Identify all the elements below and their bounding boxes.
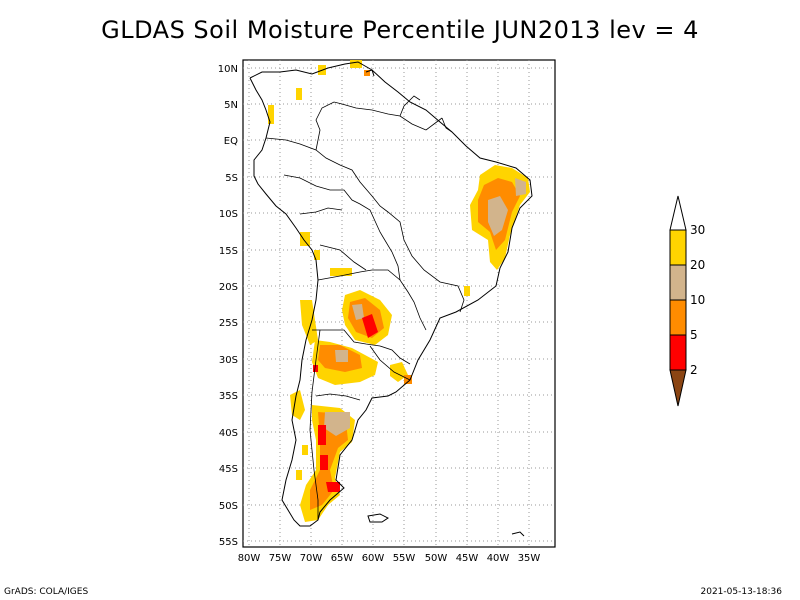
- colorbar-top-arrow: [669, 195, 687, 231]
- lat-tick: 55S: [219, 537, 238, 548]
- lat-tick: 20S: [219, 282, 238, 293]
- lon-tick: 55W: [393, 553, 416, 564]
- country-borders: [265, 95, 465, 520]
- lon-tick: 50W: [425, 553, 448, 564]
- colorbar-swatch: [669, 334, 687, 371]
- footer-timestamp: 2021-05-13-18:36: [700, 587, 783, 597]
- gridlines: [243, 60, 555, 547]
- map-title: GLDAS Soil Moisture Percentile JUN2013 l…: [101, 16, 699, 44]
- colorbar-swatch: [669, 264, 687, 301]
- coastline: [249, 61, 533, 527]
- colorbar-label: 10: [690, 293, 705, 307]
- colorbar-label: 2: [690, 363, 698, 377]
- lon-tick: 45W: [456, 553, 479, 564]
- footer-credit: GrADS: COLA/IGES: [4, 587, 89, 597]
- lat-tick: 30S: [219, 355, 238, 366]
- colorbar-swatch: [669, 299, 687, 336]
- lat-tick: 15S: [219, 246, 238, 257]
- lon-tick: 40W: [487, 553, 510, 564]
- lat-tick: 40S: [219, 428, 238, 439]
- colorbar-labels: 30 20 10 5 2: [690, 223, 705, 377]
- percentile-patches: [268, 60, 530, 522]
- lat-tick: 35S: [219, 391, 238, 402]
- islands: [365, 69, 525, 537]
- lat-tick: 10N: [218, 64, 238, 75]
- lat-tick-labels: 10N 5N EQ 5S 10S 15S 20S 25S 30S 35S 40S…: [218, 64, 238, 548]
- colorbar-label: 20: [690, 258, 705, 272]
- map-frame: [242, 59, 556, 548]
- lon-tick: 75W: [269, 553, 292, 564]
- lat-tick: 5N: [224, 100, 238, 111]
- lat-tick: 25S: [219, 318, 238, 329]
- lon-tick-labels: 80W 75W 70W 65W 60W 55W 50W 45W 40W 35W: [238, 553, 541, 564]
- lat-tick: 50S: [219, 501, 238, 512]
- colorbar-swatch: [669, 229, 687, 266]
- colorbar-label: 5: [690, 328, 698, 342]
- colorbar-label: 30: [690, 223, 705, 237]
- lat-tick: 5S: [225, 173, 238, 184]
- colorbar-bottom-arrow: [669, 369, 687, 407]
- colorbar: [669, 195, 687, 407]
- lat-tick: 10S: [219, 209, 238, 220]
- lon-tick: 65W: [331, 553, 354, 564]
- lon-tick: 60W: [362, 553, 385, 564]
- lon-tick: 70W: [300, 553, 323, 564]
- lat-tick: 45S: [219, 464, 238, 475]
- lon-tick: 80W: [238, 553, 261, 564]
- lon-tick: 35W: [518, 553, 541, 564]
- lat-tick: EQ: [224, 136, 238, 147]
